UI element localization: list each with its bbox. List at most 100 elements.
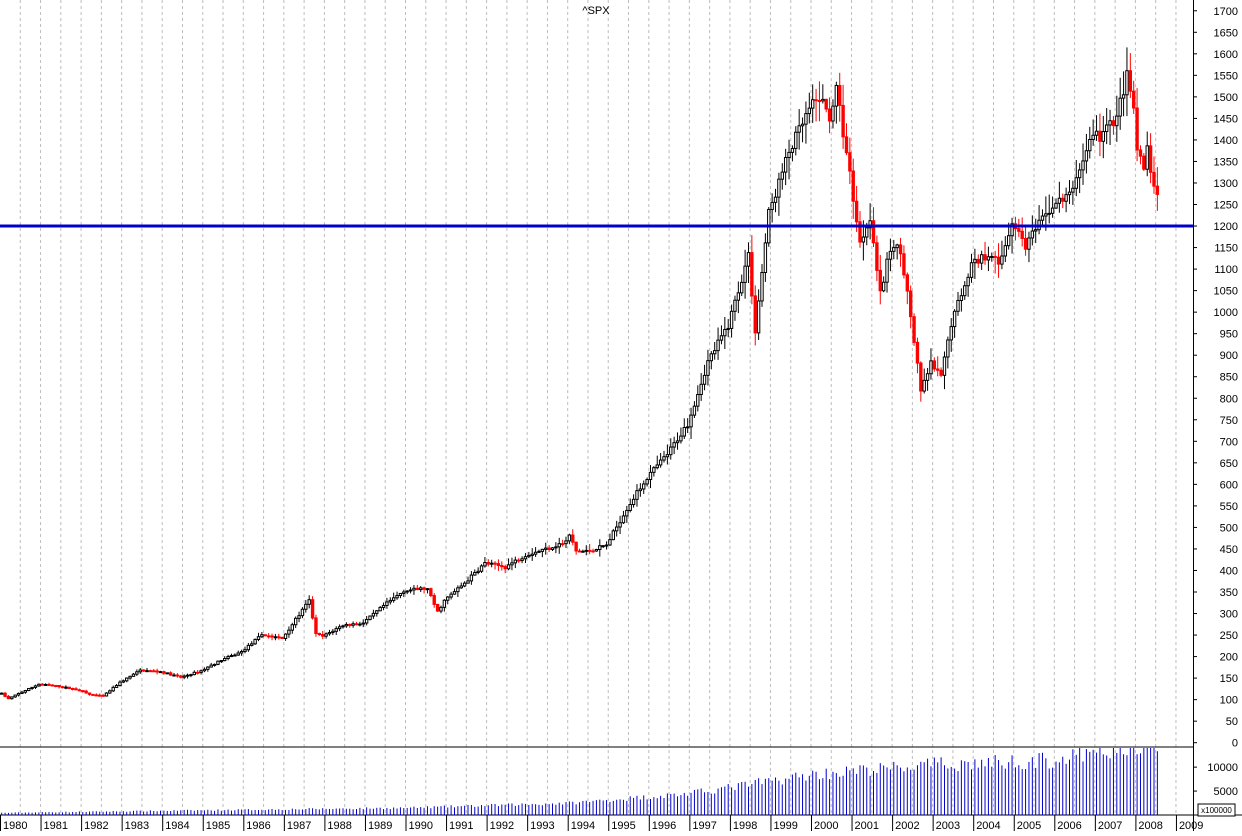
- year-tick-label: 1988: [327, 820, 351, 831]
- candle-body: [10, 696, 14, 700]
- candle-body: [442, 599, 447, 608]
- candle-body: [925, 373, 930, 381]
- candle-body: [800, 123, 805, 127]
- candle-body: [675, 440, 680, 444]
- candle-body: [462, 582, 467, 587]
- candle-body: [692, 405, 697, 416]
- candle-body: [1006, 235, 1011, 247]
- time-axis: 1980 1981 1982 1983 1984 1985 1986 1987 1988 1989…: [0, 815, 1203, 832]
- candle-body: [571, 534, 575, 543]
- candle-body: [908, 290, 913, 318]
- price-candles: [0, 47, 1160, 700]
- candle-body: [1115, 115, 1119, 127]
- candle-body: [527, 554, 531, 558]
- candle-body: [750, 252, 754, 297]
- candle-body: [554, 546, 558, 549]
- candle-body: [476, 570, 480, 573]
- candle-body: [919, 362, 923, 392]
- candle-body: [1067, 191, 1072, 196]
- candle-body: [760, 272, 764, 302]
- candle-body: [236, 652, 240, 656]
- candle-body: [811, 99, 815, 109]
- year-tick-label: 1984: [165, 820, 189, 831]
- candle-body: [892, 247, 896, 252]
- candle-body: [685, 426, 690, 429]
- candle-body: [1071, 187, 1075, 193]
- candle-body: [1128, 70, 1133, 92]
- candle-body: [905, 274, 909, 292]
- chart-title: ^SPX: [582, 5, 610, 17]
- candle-body: [317, 632, 322, 636]
- candle-body: [638, 488, 643, 492]
- candle-body: [1074, 177, 1078, 189]
- candle-body: [391, 597, 396, 601]
- candle-body: [1118, 97, 1122, 117]
- candle-body: [479, 565, 484, 572]
- candle-body: [942, 356, 947, 376]
- candle-body: [831, 105, 835, 122]
- candle-body: [851, 170, 855, 202]
- year-tick-label: 2007: [1098, 820, 1122, 831]
- year-tick-label: 1995: [611, 820, 635, 831]
- candle-body: [713, 350, 717, 355]
- candle-body: [1030, 230, 1035, 239]
- candle-body: [1077, 169, 1082, 179]
- candle-body: [679, 435, 683, 442]
- candle-body: [327, 632, 332, 635]
- candle-body: [770, 201, 774, 210]
- candle-body: [949, 326, 953, 341]
- candle-body: [148, 670, 153, 673]
- price-tick-label: 850: [1220, 372, 1238, 384]
- candle-body: [743, 265, 747, 283]
- candle-body: [875, 242, 879, 271]
- year-tick-label: 1985: [206, 820, 230, 831]
- candle-body: [250, 643, 254, 646]
- candle-body: [780, 171, 784, 180]
- candle-body: [40, 683, 44, 686]
- candle-body: [135, 671, 139, 675]
- candle-body: [621, 515, 626, 524]
- candle-body: [861, 236, 866, 243]
- year-tick-label: 2006: [1057, 820, 1081, 831]
- candle-body: [216, 660, 220, 665]
- candle-body: [145, 670, 149, 673]
- candle-body: [3, 692, 7, 697]
- candle-body: [1084, 150, 1089, 162]
- price-tick-label: 0: [1232, 738, 1238, 750]
- candle-body: [959, 295, 964, 301]
- candle-body: [669, 446, 673, 456]
- candle-body: [395, 595, 399, 599]
- price-tick-label: 1150: [1214, 243, 1238, 255]
- candle-body: [493, 562, 497, 565]
- price-tick-label: 1050: [1214, 286, 1238, 298]
- candle-body: [121, 680, 126, 683]
- candle-body: [581, 550, 585, 553]
- candle-body: [260, 634, 264, 638]
- candle-body: [895, 244, 899, 249]
- candle-body: [517, 559, 521, 562]
- candle-body: [152, 670, 156, 673]
- candle-body: [1142, 155, 1146, 170]
- price-tick-label: 1300: [1214, 178, 1238, 190]
- candle-body: [1121, 94, 1126, 99]
- candle-body: [226, 656, 230, 660]
- price-tick-label: 100: [1220, 695, 1238, 707]
- candle-body: [70, 687, 75, 690]
- candle-body: [307, 599, 311, 605]
- candle-body: [486, 562, 490, 565]
- candle-body: [544, 547, 548, 550]
- candle-body: [787, 151, 791, 158]
- candle-body: [631, 498, 636, 506]
- year-tick-label: 2003: [936, 820, 960, 831]
- candle-body: [834, 84, 839, 107]
- candle-body: [33, 685, 38, 688]
- candle-body: [871, 220, 876, 244]
- price-tick-label: 1250: [1214, 200, 1238, 212]
- candle-body: [520, 558, 524, 562]
- candle-body: [1003, 245, 1007, 257]
- candle-body: [199, 670, 203, 673]
- candle-body: [324, 633, 328, 637]
- candle-body: [344, 623, 349, 627]
